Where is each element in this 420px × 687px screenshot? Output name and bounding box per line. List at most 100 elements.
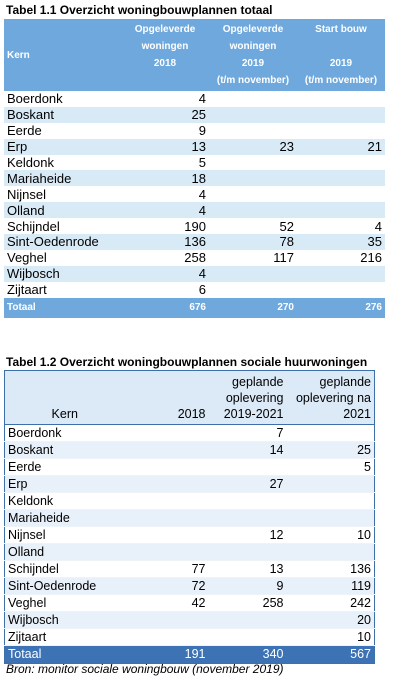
value-cell <box>208 543 287 561</box>
table-woningbouwplannen-totaal: Kern Opgeleverde woningen 2018 Opgelever… <box>4 19 385 318</box>
value-cell: 12 <box>208 526 287 544</box>
value-cell <box>124 509 209 527</box>
table1-header-kern: Kern <box>4 19 121 91</box>
value-cell: 9 <box>208 577 287 595</box>
value-cell <box>297 170 385 187</box>
value-cell <box>209 202 297 219</box>
value-cell: 10 <box>286 526 375 544</box>
value-cell <box>209 106 297 123</box>
header-line: woningen <box>229 41 277 52</box>
table2-header-col1: 2018 <box>124 370 209 425</box>
value-cell: 5 <box>286 458 375 476</box>
value-cell: 136 <box>121 234 209 250</box>
header-line: woningen <box>141 41 189 52</box>
table-row: Keldonk 5 <box>4 154 385 171</box>
value-cell <box>124 458 209 476</box>
table1-caption: Tabel 1.1 Overzicht woningbouwplannen to… <box>6 3 273 17</box>
value-cell: 216 <box>297 249 385 266</box>
kern-name-cell: Mariaheide <box>4 170 121 187</box>
source-note: Bron: monitor sociale woningbouw (novemb… <box>6 662 284 676</box>
kern-name-cell: Olland <box>4 202 121 219</box>
value-cell: 23 <box>209 138 297 155</box>
value-cell: 119 <box>286 577 375 595</box>
value-cell <box>209 170 297 187</box>
value-cell: 190 <box>121 218 209 235</box>
value-cell <box>209 91 297 107</box>
table2-total-row: Totaal 191 340 567 <box>4 645 375 664</box>
value-cell <box>124 475 209 493</box>
value-cell: 4 <box>121 91 209 107</box>
value-cell: 242 <box>286 594 375 612</box>
value-cell: 9 <box>121 122 209 139</box>
table2-total-label: Totaal <box>4 645 125 664</box>
table2-caption: Tabel 1.2 Overzicht woningbouwplannen so… <box>6 355 368 369</box>
value-cell: 4 <box>121 265 209 282</box>
header-line: geplande <box>232 375 284 389</box>
table2-total-value: 191 <box>124 645 209 664</box>
table-sociale-huurwoningen: Kern 2018 geplande oplevering 2019-2021 … <box>4 370 375 664</box>
kern-name-cell: Eerde <box>4 458 125 476</box>
value-cell <box>208 611 287 629</box>
table1-total-label: Totaal <box>4 297 121 318</box>
value-cell: 258 <box>208 594 287 612</box>
table-row: Boskant 25 <box>4 106 385 123</box>
table1-header-col1: Opgeleverde woningen 2018 <box>121 19 209 91</box>
table2-total-value: 340 <box>208 645 287 664</box>
value-cell: 20 <box>286 611 375 629</box>
header-line: 2018 <box>153 58 177 69</box>
value-cell <box>124 526 209 544</box>
table2-header-row: Kern 2018 geplande oplevering 2019-2021 … <box>4 370 375 425</box>
header-line: 2019-2021 <box>223 407 284 421</box>
kern-name-cell: Wijbosch <box>4 265 121 282</box>
kern-name-cell: Erp <box>4 138 121 155</box>
value-cell: 78 <box>209 234 297 250</box>
value-cell <box>297 202 385 219</box>
header-line: oplevering na <box>295 391 371 405</box>
value-cell: 4 <box>121 186 209 203</box>
value-cell: 25 <box>121 106 209 123</box>
value-cell <box>286 543 375 561</box>
value-cell <box>297 91 385 107</box>
value-cell <box>297 281 385 298</box>
table-row: Schijndel 77 13 136 <box>4 560 375 578</box>
kern-name-cell: Nijnsel <box>4 526 125 544</box>
kern-name-cell: Keldonk <box>4 492 125 510</box>
value-cell: 258 <box>121 249 209 266</box>
header-line: oplevering <box>225 391 284 405</box>
value-cell <box>297 154 385 171</box>
table-row: Zijtaart 6 <box>4 281 385 298</box>
value-cell <box>209 281 297 298</box>
table-row: Sint-Oedenrode 72 9 119 <box>4 577 375 595</box>
value-cell <box>286 475 375 493</box>
table-row: Wijbosch 20 <box>4 611 375 629</box>
table-row: Keldonk <box>4 492 375 510</box>
value-cell <box>124 424 209 442</box>
kern-name-cell: Wijbosch <box>4 611 125 629</box>
value-cell <box>208 492 287 510</box>
value-cell <box>208 628 287 646</box>
value-cell: 13 <box>121 138 209 155</box>
value-cell <box>124 492 209 510</box>
table-row: Olland 4 <box>4 202 385 219</box>
table-row: Veghel 42 258 242 <box>4 594 375 612</box>
table-row: Zijtaart 10 <box>4 628 375 646</box>
value-cell <box>124 543 209 561</box>
kern-name-cell: Sint-Oedenrode <box>4 234 121 250</box>
value-cell <box>286 492 375 510</box>
value-cell: 27 <box>208 475 287 493</box>
value-cell: 14 <box>208 441 287 459</box>
kern-name-cell: Boskant <box>4 106 121 123</box>
value-cell: 21 <box>297 138 385 155</box>
table-row: Boskant 14 25 <box>4 441 375 459</box>
header-line: Start bouw <box>315 24 367 35</box>
value-cell: 136 <box>286 560 375 578</box>
table2-total-value: 567 <box>286 645 375 664</box>
table-row: Veghel 258 117 216 <box>4 249 385 266</box>
value-cell <box>286 424 375 442</box>
value-cell: 77 <box>124 560 209 578</box>
table-row: Erp 13 23 21 <box>4 138 385 155</box>
header-line: 2019 <box>241 58 265 69</box>
table1-total-value: 676 <box>121 297 209 318</box>
header-line: 2019 <box>329 58 353 69</box>
value-cell: 7 <box>208 424 287 442</box>
